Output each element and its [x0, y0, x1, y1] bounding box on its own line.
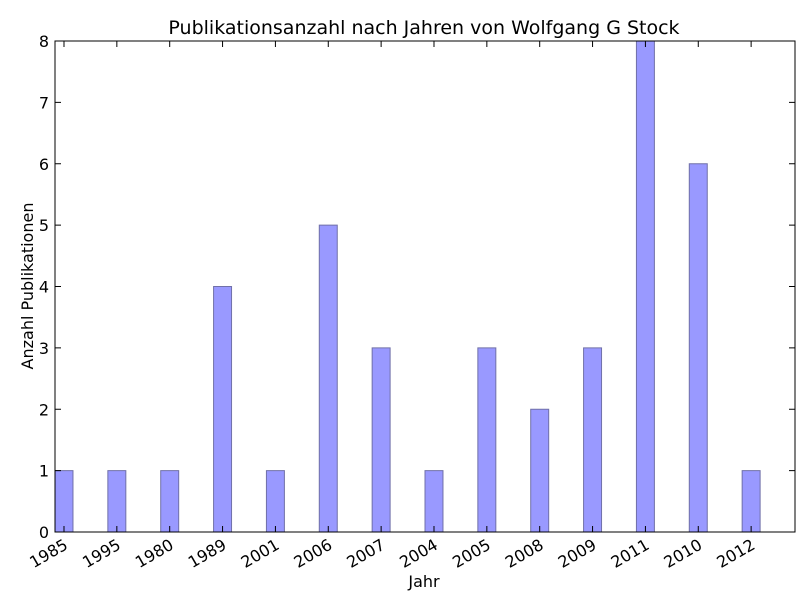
x-axis-label: Jahr: [407, 572, 440, 591]
y-tick-label-2: 2: [39, 400, 49, 419]
y-axis-label: Anzahl Publikationen: [18, 203, 37, 370]
x-tick-label-2008: 2008: [502, 535, 547, 572]
x-tick-label-1980: 1980: [132, 535, 177, 572]
chart-title: Publikationsanzahl nach Jahren von Wolfg…: [168, 17, 679, 39]
plot-area: [55, 41, 795, 532]
y-tick-label-0: 0: [39, 523, 49, 542]
x-tick-label-2004: 2004: [396, 535, 441, 572]
bar-2008: [530, 408, 550, 533]
bar-1989: [213, 286, 233, 533]
bar-1985: [54, 470, 74, 533]
y-tick-label-8: 8: [39, 32, 49, 51]
x-tick-label-2001: 2001: [238, 535, 283, 572]
bar-1995: [107, 470, 127, 533]
y-tick-label-6: 6: [39, 155, 49, 174]
bar-2004: [424, 470, 444, 533]
x-tick-label-2007: 2007: [343, 535, 388, 572]
x-tick-label-2011: 2011: [608, 535, 653, 572]
x-tick-label-2005: 2005: [449, 535, 494, 572]
bar-2006: [318, 224, 338, 533]
y-tick-label-3: 3: [39, 339, 49, 358]
y-tick-label-1: 1: [39, 462, 49, 481]
x-tick-label-1989: 1989: [185, 535, 230, 572]
y-tick-label-4: 4: [39, 278, 49, 297]
bar-2007: [371, 347, 391, 533]
x-tick-label-2010: 2010: [661, 535, 706, 572]
bar-1980: [160, 470, 180, 533]
bar-2010: [688, 163, 708, 533]
y-tick-label-5: 5: [39, 216, 49, 235]
bar-2012: [741, 470, 761, 533]
x-tick-label-1995: 1995: [79, 535, 124, 572]
plot-frame-border: [54, 40, 796, 533]
x-tick-label-2006: 2006: [291, 535, 336, 572]
bar-2009: [583, 347, 603, 533]
bar-2001: [265, 470, 285, 533]
x-tick-label-2012: 2012: [713, 535, 758, 572]
x-tick-label-2009: 2009: [555, 535, 600, 572]
y-tick-label-7: 7: [39, 93, 49, 112]
y-axis: 0 1 2 3 4 5 6 7 8: [39, 32, 795, 542]
bar-2005: [477, 347, 497, 533]
bar-2011: [635, 40, 655, 533]
